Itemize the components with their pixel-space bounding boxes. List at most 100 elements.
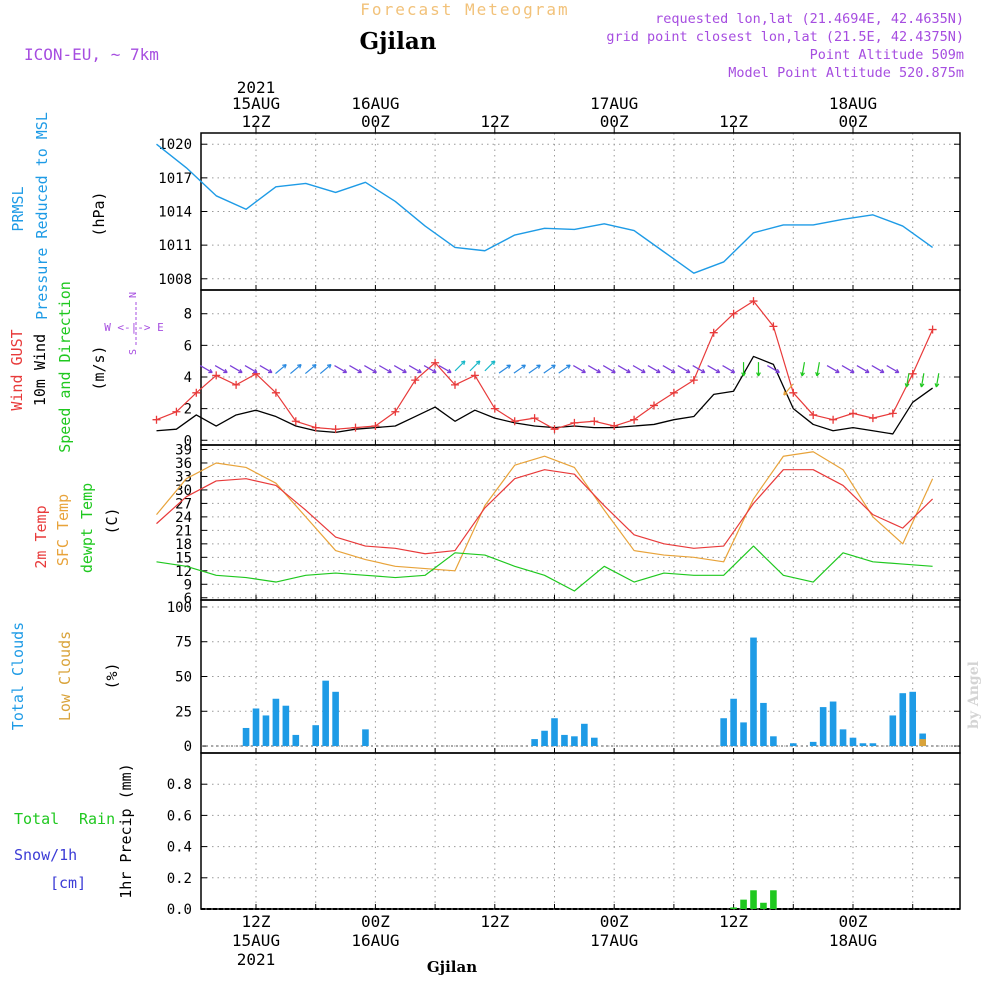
- precip-snow-label: Snow/1h: [14, 846, 77, 864]
- total-clouds-bar: [809, 741, 817, 747]
- compass-north: N: [128, 292, 139, 298]
- wind-direction-arrow: [800, 362, 806, 377]
- wind-direction-arrow: [244, 365, 258, 374]
- wind-ytick-label: 2: [184, 402, 192, 418]
- wind-gust-point: [590, 417, 599, 426]
- wind-direction-arrow: [364, 365, 377, 374]
- wind-gust-point: [351, 423, 360, 432]
- wind-direction-arrow: [275, 363, 287, 375]
- wind-gust-point: [650, 401, 658, 410]
- temperature-ytick-label: 9: [184, 577, 192, 593]
- bottom-hour-label: 12Z: [719, 912, 748, 931]
- wind-direction-arrow: [871, 365, 885, 374]
- precip-ytick-label: 0.0: [167, 902, 192, 918]
- bottom-hour-label: 00Z: [600, 912, 629, 931]
- total-clouds-bar: [839, 729, 847, 747]
- wind-direction-arrow: [259, 365, 273, 374]
- top-hour-label: 12Z: [719, 112, 748, 131]
- bottom-hour-label: 12Z: [480, 912, 509, 931]
- total-clouds-bar: [581, 723, 588, 747]
- total-clouds-bar: [790, 743, 797, 747]
- rain-bar: [750, 890, 757, 909]
- wind-gust-point: [849, 409, 857, 418]
- wind-gust-point: [908, 369, 917, 378]
- pressure-unit: (hPa): [90, 191, 108, 236]
- rain-bar: [730, 907, 737, 909]
- temperature-ytick-label: 39: [175, 442, 192, 458]
- wind-10m-line: [156, 355, 933, 435]
- total-clouds-bar: [362, 729, 369, 747]
- wind-gust-point: [829, 415, 838, 424]
- pressure-label-msl: Pressure Reduced to MSL: [33, 112, 51, 320]
- wind-direction-arrow: [856, 365, 870, 374]
- total-clouds-bar: [591, 737, 598, 747]
- wind-direction-arrow: [319, 363, 332, 375]
- wind-gust-point: [630, 415, 639, 424]
- total-clouds-label: Total Clouds: [9, 622, 27, 730]
- precip-rain-label: Rain: [79, 810, 115, 828]
- grid-point-coords: grid point closest lon,lat (21.5E, 42.43…: [606, 29, 964, 45]
- wind-direction-arrow: [767, 365, 780, 374]
- total-clouds-bar: [720, 718, 727, 747]
- wind-direction-arrow: [617, 365, 631, 374]
- wind-panel-labels: Wind GUST 10m Wind Speed and Direction (…: [8, 281, 164, 453]
- compass-south: S: [128, 349, 139, 355]
- wind-direction-arrow: [573, 365, 586, 374]
- top-date-label: 18AUG: [829, 94, 877, 113]
- precip-ytick-label: 0.4: [167, 840, 192, 856]
- clouds-ytick-label: 25: [175, 704, 192, 720]
- total-clouds-bar: [750, 637, 757, 747]
- temperature-frame: [200, 444, 961, 601]
- wind-direction-arrow: [919, 373, 925, 388]
- wind-gust-point: [172, 407, 181, 416]
- wind-gust-point: [729, 309, 738, 318]
- total-clouds-bar: [561, 734, 568, 747]
- temperature-ytick-label: 33: [175, 469, 192, 485]
- low-clouds-label: Low Clouds: [56, 631, 74, 721]
- wind-direction-arrow: [229, 365, 243, 374]
- temperature-ytick-label: 27: [175, 496, 192, 512]
- clouds-unit: (%): [103, 662, 121, 689]
- pressure-label-prmsl: PRMSL: [9, 186, 27, 231]
- bottom-date-label: 15AUG: [232, 931, 280, 950]
- wind-gust-point: [411, 376, 420, 385]
- wind-gust-point: [212, 371, 221, 380]
- wind-direction-arrow: [692, 365, 706, 374]
- total-clouds-bar: [829, 701, 837, 747]
- wind-gust-point: [331, 425, 340, 434]
- wind-direction-arrow: [707, 365, 721, 374]
- wind-direction-arrow: [815, 362, 820, 377]
- temperature-ytick-label: 15: [175, 550, 192, 566]
- model-point-altitude: Model Point Altitude 520.875m: [728, 65, 964, 81]
- wind-direction-arrow: [304, 363, 317, 375]
- compass-west-east: W <-|-> E: [104, 321, 164, 334]
- wind-gust-point: [232, 380, 241, 389]
- wind-gust-point: [311, 423, 320, 432]
- total-clouds-bar: [322, 680, 329, 747]
- temperature-ytick-label: 24: [175, 510, 192, 526]
- top-hour-label: 00Z: [361, 112, 390, 131]
- wind-direction-arrow: [647, 365, 661, 374]
- wind-direction-arrow: [528, 364, 541, 374]
- wind-gust-point: [888, 409, 897, 418]
- wind-gust-point: [610, 422, 619, 431]
- wind-direction-arrow: [886, 365, 900, 374]
- precip-snow-unit: [cm]: [50, 874, 86, 892]
- bottom-date-label: 17AUG: [590, 931, 638, 950]
- total-clouds-bar: [531, 739, 538, 747]
- precip-unit: 1hr Precip (mm): [117, 763, 135, 898]
- total-clouds-bar: [849, 737, 857, 747]
- wind-gust-point: [530, 414, 539, 423]
- point-altitude: Point Altitude 509m: [810, 47, 964, 63]
- temperature-ytick-label: 36: [175, 456, 192, 472]
- wind-direction-arrow: [722, 365, 736, 374]
- temperature-panel-labels: 2m Temp SFC Temp dewpt Temp (C): [32, 483, 121, 573]
- rain-bar: [770, 890, 777, 909]
- wind-direction-arrow: [378, 365, 392, 374]
- top-hour-label: 12Z: [242, 112, 271, 131]
- temp-dewpt-label: dewpt Temp: [78, 483, 96, 573]
- bottom-date-label: 16AUG: [351, 931, 399, 950]
- wind-direction-arrow: [469, 360, 481, 372]
- wind-direction-arrow: [214, 365, 228, 374]
- total-clouds-bar: [760, 702, 767, 747]
